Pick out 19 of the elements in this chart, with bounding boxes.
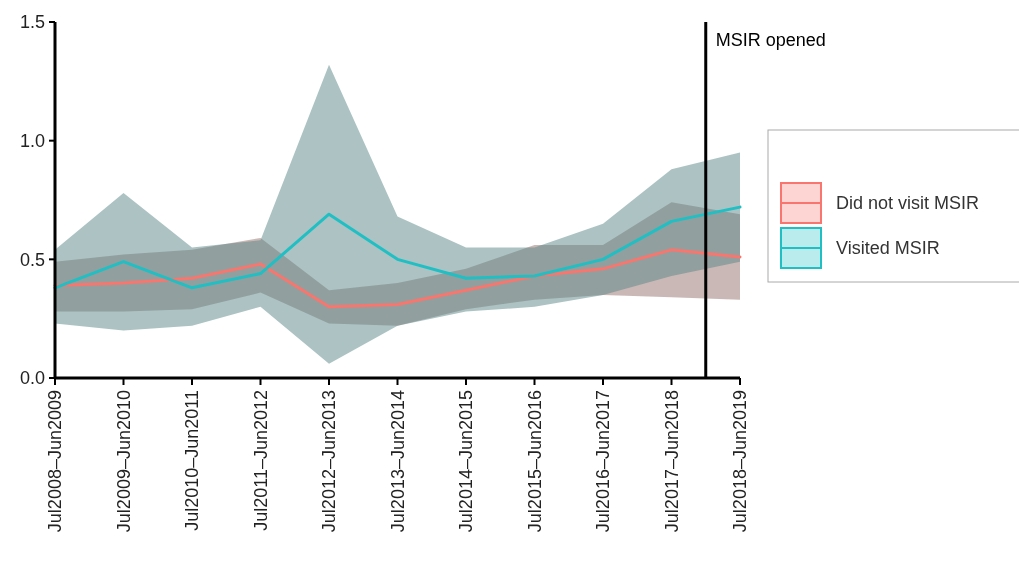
x-tick-label: Jul2014–Jun2015 [456,390,476,533]
x-tick-label: Jul2012–Jun2013 [319,390,339,533]
legend-label: Did not visit MSIR [836,193,980,214]
x-tick-label: Jul2018–Jun2019 [730,390,750,533]
x-tick-label: Jul2009–Jun2010 [113,390,134,533]
x-tick-label: Jul2015–Jun2016 [524,390,545,533]
x-tick-label: Jul2013–Jun2014 [387,390,408,533]
line-series [53,205,742,290]
x-tick-label: Jul2016–Jun2017 [593,390,613,533]
y-tick-label: 1.0 [19,130,45,151]
x-tick-label: Jul2008–Jun2009 [45,390,65,533]
annotation: MSIR opened [715,30,826,50]
x-tick-label: Jul2017–Jun2018 [661,390,682,533]
x-tick-label: Jul2010–Jun2011 [182,390,202,531]
x-tick-label: Jul2011–Jun2012 [250,390,271,531]
legend-label: Visited MSIR [836,238,940,259]
y-tick-label: 0.0 [19,368,45,389]
y-tick-label: 1.5 [19,12,45,33]
y-tick-label: 0.5 [19,249,45,270]
